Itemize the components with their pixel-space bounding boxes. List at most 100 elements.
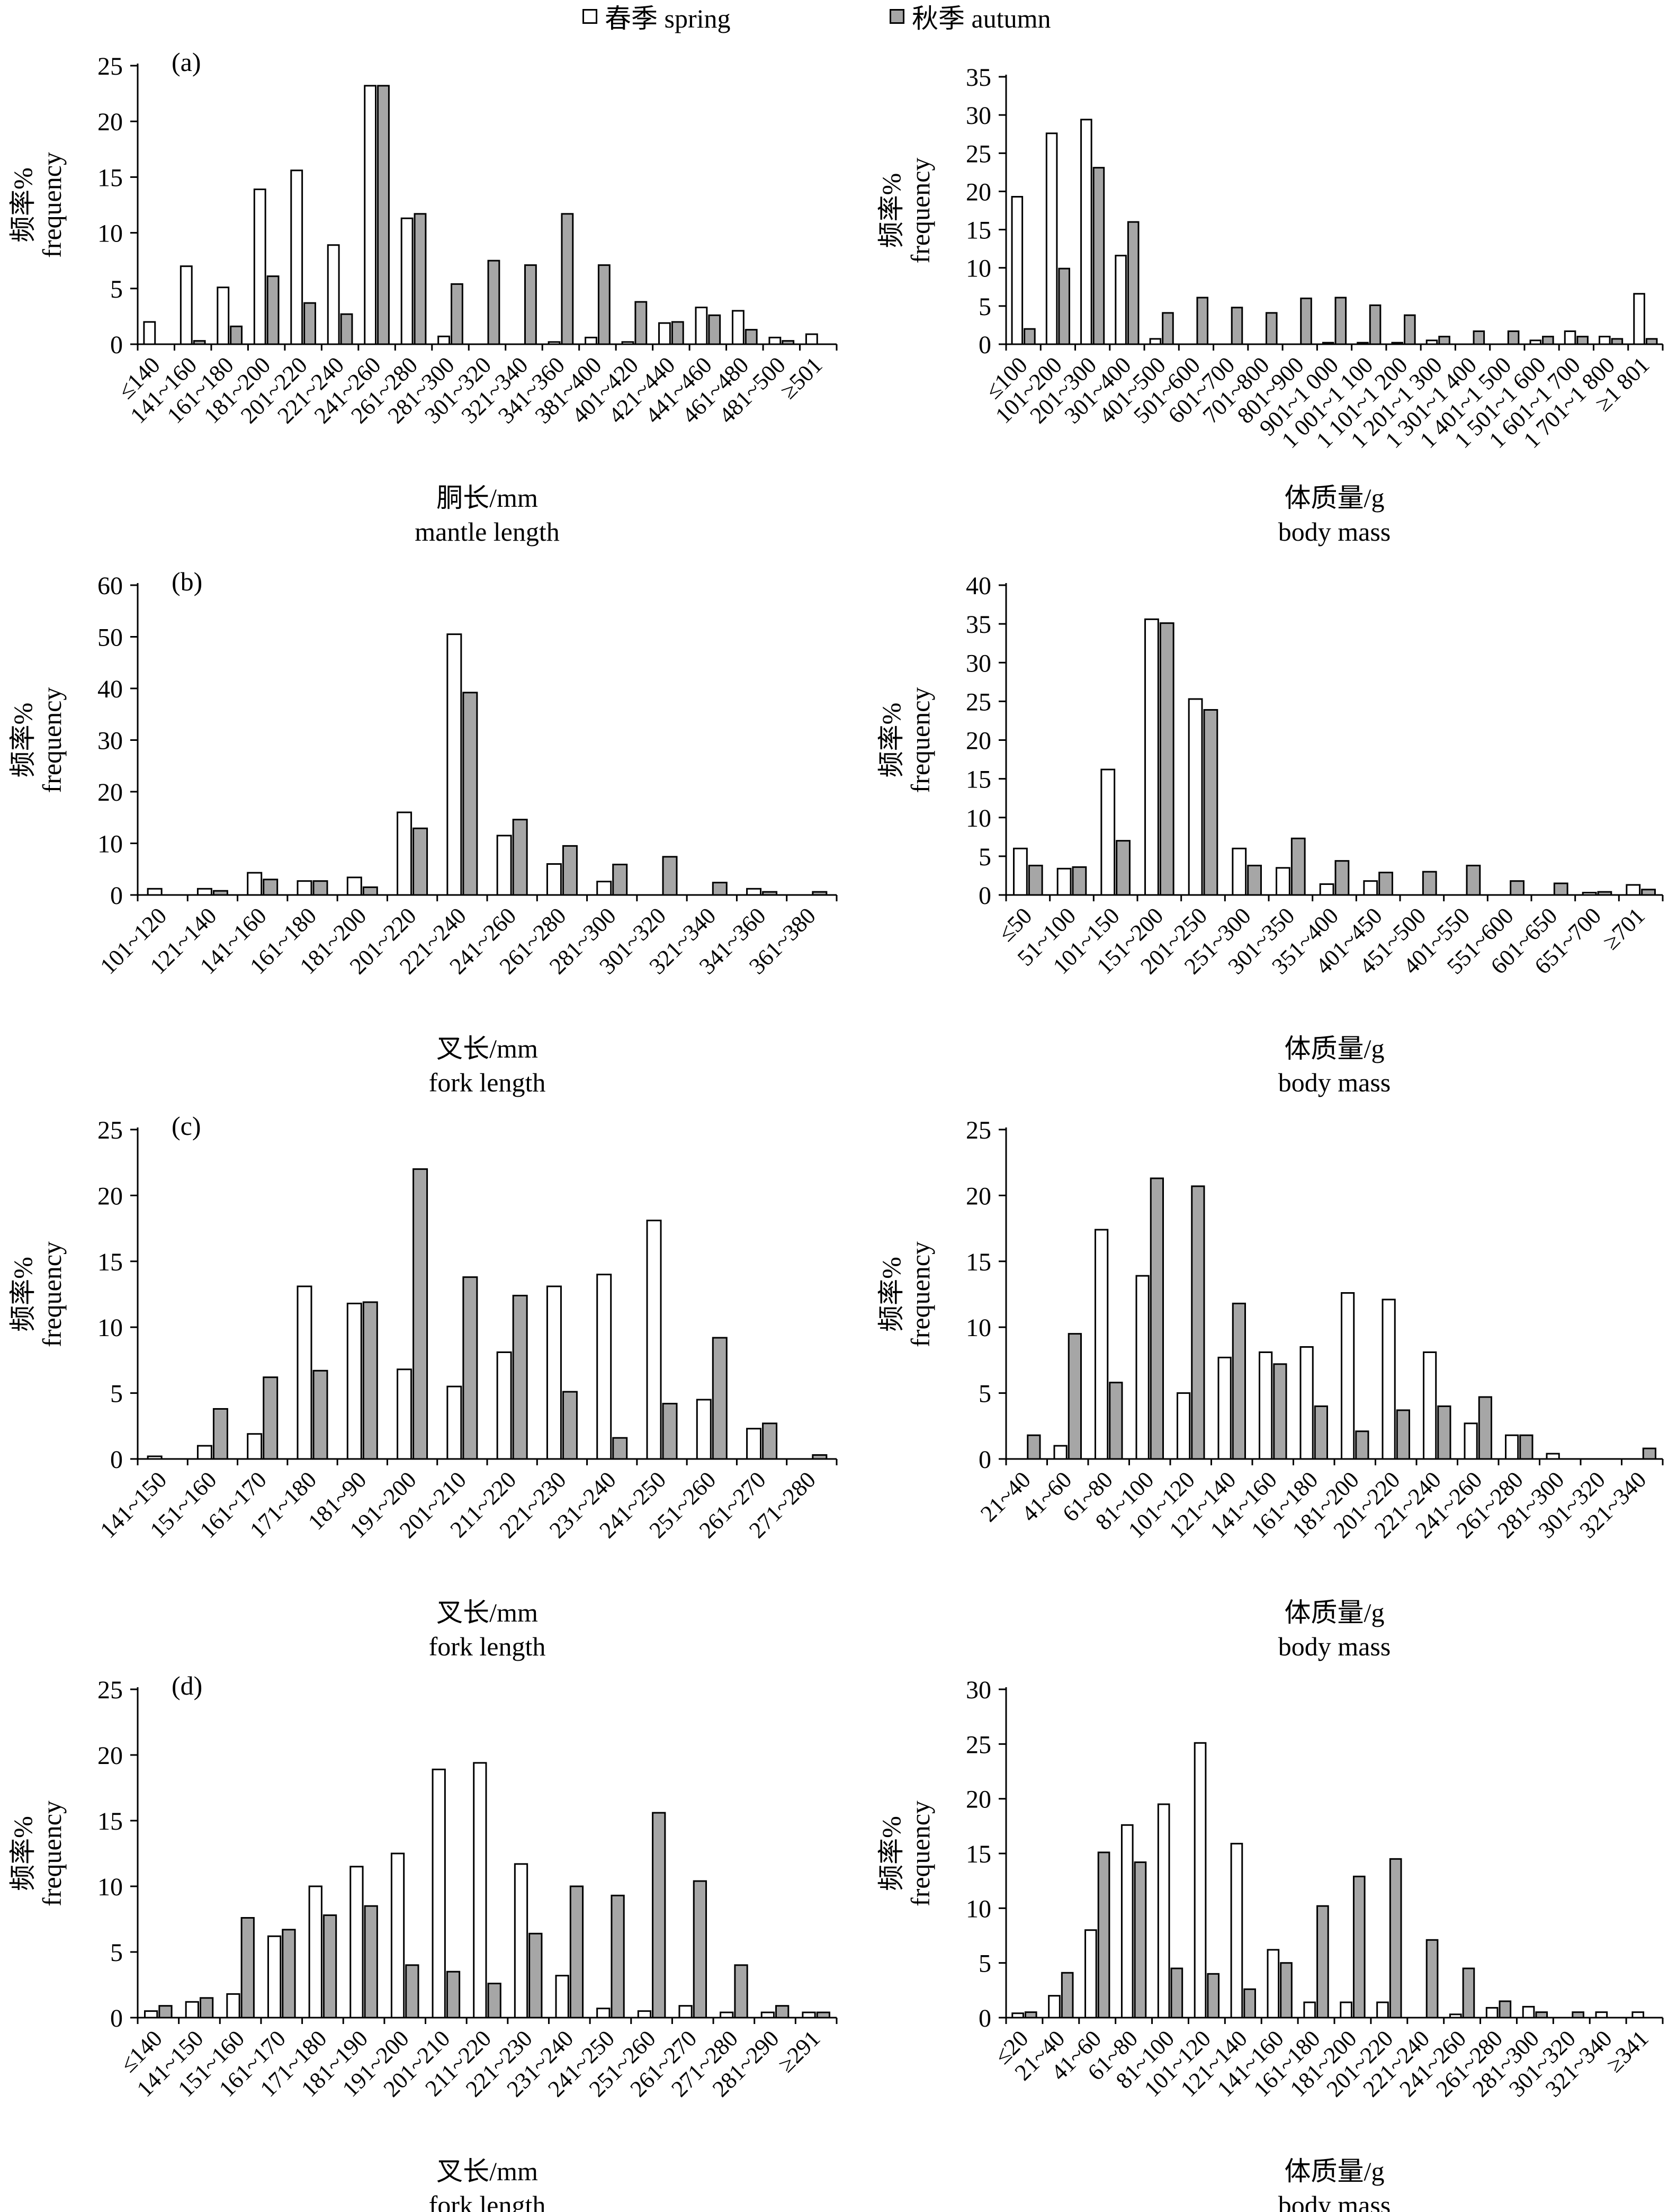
y-tick-label: 30 (966, 649, 991, 677)
y-tick-label: 25 (97, 52, 123, 80)
bar-spring (585, 336, 597, 345)
bar-autumn (528, 1932, 543, 2019)
legend-item-spring: 春季 spring (582, 3, 731, 33)
y-tick-label: 5 (110, 1380, 123, 1408)
bar-spring (805, 333, 818, 345)
chart-panel-7: 0510152025≤140141~150151~160161~170171~1… (8, 1671, 838, 2212)
bar-autumn (775, 2005, 790, 2019)
y-axis-label-cn: 频率% (8, 703, 38, 778)
bar-autumn (1499, 2000, 1512, 2019)
y-tick-label: 10 (966, 255, 991, 283)
bar-spring (746, 1428, 762, 1460)
bar-autumn (1196, 297, 1209, 345)
bar-spring (397, 1368, 412, 1460)
bar-spring (400, 217, 414, 345)
y-axis-label-cn: 频率% (8, 167, 38, 243)
bar-spring (144, 2010, 158, 2019)
bar-spring (1013, 847, 1028, 896)
y-axis-label-en: frequency (37, 152, 67, 258)
bar-autumn (1058, 267, 1070, 345)
bar-autumn (212, 1408, 228, 1460)
y-axis-label-en: frequency (37, 1801, 67, 1906)
y-tick-label: 0 (110, 331, 123, 359)
bar-autumn (362, 886, 378, 896)
bar-spring (514, 1863, 528, 2019)
bar-autumn (1369, 304, 1382, 345)
y-tick-label: 25 (97, 1676, 123, 1704)
bar-autumn (240, 1917, 255, 2019)
bar-autumn (1116, 840, 1131, 896)
bar-autumn (1243, 1988, 1256, 2019)
x-axis-label-en: body mass (1278, 1068, 1391, 1097)
legend-swatch-autumn (890, 9, 904, 24)
bar-spring (1599, 336, 1611, 345)
bar-autumn (782, 340, 795, 345)
bar-autumn (1314, 1405, 1328, 1460)
bar-spring (147, 888, 163, 896)
y-axis-label-en: frequency (905, 1801, 935, 1906)
bar-spring (1564, 330, 1576, 345)
bar-spring (1194, 1742, 1207, 2019)
bar-autumn (612, 863, 628, 896)
bar-spring (1095, 1229, 1109, 1460)
bar-autumn (230, 325, 243, 345)
bar-autumn (193, 340, 206, 345)
x-axis-label-cn: 叉长/mm (436, 1034, 538, 1063)
bar-autumn (1247, 864, 1262, 896)
bar-autumn (1061, 1972, 1074, 2019)
bar-spring (217, 286, 230, 345)
bar-autumn (1572, 2011, 1584, 2019)
bar-autumn (693, 1880, 707, 2019)
bar-autumn (1425, 1939, 1439, 2019)
y-axis-label-cn: 频率% (876, 173, 906, 248)
bar-spring (1423, 1351, 1437, 1460)
bar-spring (196, 1445, 212, 1460)
y-axis-label-en: frequency (905, 1241, 935, 1347)
bar-autumn (1207, 1973, 1220, 2019)
bar-spring (1382, 1298, 1396, 1460)
bar-spring (1115, 255, 1127, 345)
bar-spring (473, 1762, 487, 2019)
y-axis-label-cn: 频率% (8, 1257, 38, 1332)
bar-spring (546, 863, 562, 896)
x-axis-label-en: mantle length (415, 517, 560, 547)
bar-autumn (745, 329, 758, 345)
bar-autumn (671, 321, 684, 345)
bar-autumn (1389, 1858, 1402, 2019)
x-axis-label-cn: 体质量/g (1285, 2156, 1385, 2186)
bar-autumn (1150, 1177, 1164, 1460)
bar-autumn (263, 879, 279, 896)
bar-spring (308, 1885, 322, 2019)
bar-autumn (1611, 338, 1624, 345)
y-tick-label: 15 (966, 766, 991, 794)
bar-spring (637, 2010, 652, 2019)
bar-spring (1505, 1434, 1519, 1460)
bar-autumn (1519, 1434, 1534, 1460)
bar-autumn (1553, 882, 1568, 896)
legend-label-autumn: 秋季 autumn (912, 4, 1051, 33)
y-tick-label: 20 (97, 1742, 123, 1770)
bar-autumn (1300, 297, 1312, 345)
bar-autumn (1334, 297, 1347, 345)
y-tick-label: 20 (97, 108, 123, 136)
bar-spring (1259, 1351, 1273, 1460)
bar-spring (346, 876, 362, 896)
bar-spring (196, 888, 212, 896)
y-tick-label: 30 (97, 727, 123, 755)
x-axis-label-en: body mass (1278, 2190, 1391, 2212)
bar-spring (695, 307, 708, 345)
y-tick-label: 5 (110, 1939, 123, 1967)
bar-autumn (266, 275, 280, 345)
x-axis-label-cn: 体质量/g (1285, 1034, 1385, 1063)
x-tick-label: ≥291 (773, 2025, 825, 2077)
bar-spring (267, 1935, 282, 2019)
bar-autumn (611, 1894, 625, 2019)
y-tick-label: 10 (97, 1314, 123, 1342)
bar-spring (1217, 1356, 1232, 1460)
bar-autumn (762, 891, 778, 896)
bar-autumn (1072, 866, 1087, 896)
bar-autumn (816, 2011, 830, 2019)
bar-spring (646, 1220, 662, 1460)
bar-spring (1230, 1842, 1243, 2019)
bar-spring (1177, 1392, 1191, 1460)
